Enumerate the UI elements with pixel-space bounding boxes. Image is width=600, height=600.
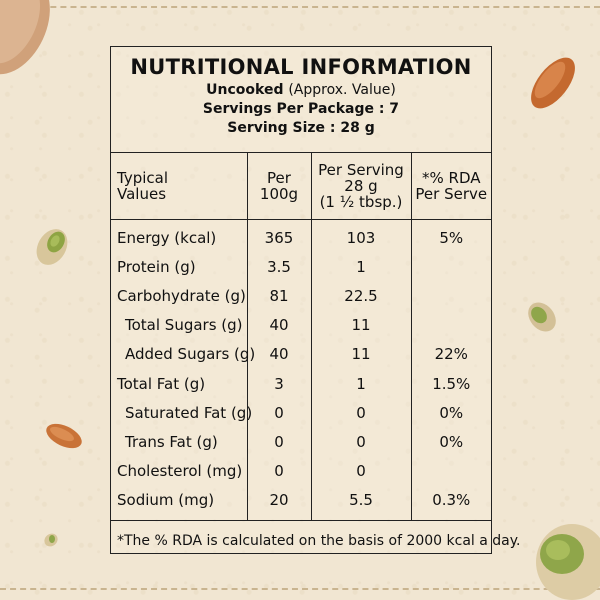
- nutrition-table: Typical Values Per 100g Per Serving 28 g…: [111, 153, 491, 521]
- header-per-serving: Per Serving 28 g (1 ½ tbsp.): [310, 153, 411, 220]
- row-label: Saturated Fat (g): [125, 403, 253, 422]
- per-100g-value: 3.5: [246, 252, 311, 282]
- rda-value: 1.5%: [410, 368, 491, 399]
- table-row: Saturated Fat (g) 0 0 0%: [111, 398, 491, 428]
- pistachio-bottom-right-decoration: [536, 524, 600, 600]
- bottom-stitch-border: [0, 588, 600, 590]
- row-label: Energy (kcal): [117, 229, 217, 248]
- rda-value: 0%: [410, 398, 491, 428]
- per-100g-value: 3: [246, 368, 311, 399]
- rda-value: 5%: [410, 219, 491, 253]
- servings-per-package: Servings Per Package : 7: [202, 101, 400, 117]
- per-serving-value: 5.5: [310, 485, 411, 521]
- almond-left-decoration: [46, 423, 82, 449]
- row-label: Sodium (mg): [117, 490, 215, 509]
- table-row: Carbohydrate (g) 81 22.5: [111, 281, 491, 311]
- row-label: Added Sugars (g): [125, 345, 256, 364]
- panel-title: NUTRITIONAL INFORMATION: [130, 55, 472, 79]
- rda-value: [410, 281, 491, 311]
- header-rda-per-serve: *% RDA Per Serve: [410, 153, 491, 220]
- per-100g-value: 20: [246, 485, 311, 521]
- row-label: Total Fat (g): [117, 374, 206, 393]
- rda-value: 0%: [410, 427, 491, 457]
- table-row: Added Sugars (g) 40 11 22%: [111, 339, 491, 369]
- serving-size: Serving Size : 28 g: [227, 120, 375, 136]
- table-row: Protein (g) 3.5 1: [111, 252, 491, 282]
- per-100g-value: 81: [246, 281, 311, 311]
- pistachio-left-decoration: [36, 229, 68, 265]
- table-header-row: Typical Values Per 100g Per Serving 28 g…: [111, 153, 491, 220]
- nutrition-facts-panel: NUTRITIONAL INFORMATION Uncooked (Approx…: [110, 46, 521, 554]
- rda-value: 22%: [410, 339, 491, 369]
- table-row: Energy (kcal) 365 103 5%: [111, 219, 491, 253]
- per-100g-value: 40: [246, 310, 311, 340]
- small-pistachio-decoration: [44, 533, 58, 547]
- per-serving-value: 0: [310, 456, 411, 486]
- per-serving-value: 11: [310, 339, 411, 369]
- per-100g-value: 40: [246, 339, 311, 369]
- per-serving-value: 1: [310, 368, 411, 399]
- header-per-100g: Per 100g: [246, 153, 311, 220]
- almond-right-decoration: [531, 57, 575, 109]
- nutrition-header: NUTRITIONAL INFORMATION Uncooked (Approx…: [111, 47, 491, 153]
- row-label: Carbohydrate (g): [117, 287, 246, 306]
- row-label: Cholesterol (mg): [117, 461, 243, 480]
- per-100g-value: 0: [246, 398, 311, 428]
- approx-value-label: (Approx. Value): [288, 82, 396, 98]
- uncooked-line: Uncooked (Approx. Value): [111, 81, 491, 100]
- table-row: Cholesterol (mg) 0 0: [111, 456, 491, 486]
- rda-footnote: *The % RDA is calculated on the basis of…: [111, 520, 521, 562]
- table-row: Total Fat (g) 3 1 1.5%: [111, 368, 491, 399]
- row-label: Trans Fat (g): [125, 432, 218, 451]
- rda-value: [410, 310, 491, 340]
- almond-top-left-decoration: [0, 0, 50, 75]
- rda-value: [410, 456, 491, 486]
- rda-value: 0.3%: [410, 485, 491, 521]
- per-100g-value: 365: [246, 219, 311, 253]
- per-serving-value: 11: [310, 310, 411, 340]
- row-label: Total Sugars (g): [125, 316, 243, 335]
- rda-value: [410, 252, 491, 282]
- per-serving-value: 103: [310, 219, 411, 253]
- per-serving-value: 1: [310, 252, 411, 282]
- header-typical-values: Typical Values: [111, 153, 247, 220]
- per-100g-value: 0: [246, 456, 311, 486]
- table-row: Total Sugars (g) 40 11: [111, 310, 491, 340]
- uncooked-label: Uncooked: [206, 82, 284, 98]
- per-serving-value: 0: [310, 398, 411, 428]
- row-label: Protein (g): [117, 258, 196, 277]
- pistachio-right-decoration: [528, 302, 556, 332]
- per-serving-value: 0: [310, 427, 411, 457]
- per-100g-value: 0: [246, 427, 311, 457]
- table-row: Trans Fat (g) 0 0 0%: [111, 427, 491, 457]
- table-row: Sodium (mg) 20 5.5 0.3%: [111, 485, 491, 521]
- per-serving-value: 22.5: [310, 281, 411, 311]
- top-stitch-border: [0, 6, 600, 8]
